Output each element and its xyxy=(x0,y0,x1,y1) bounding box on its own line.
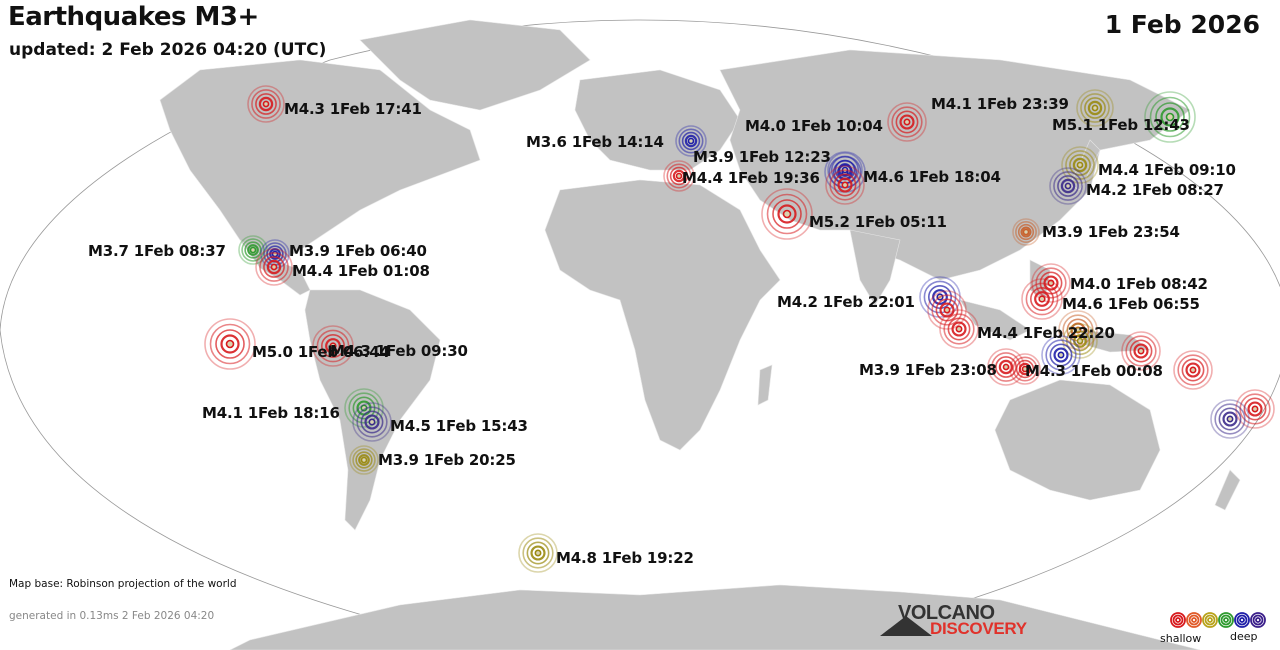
depth-legend-rings xyxy=(1170,612,1266,628)
earthquake-label[interactable]: M4.4 1Feb 19:36 xyxy=(682,169,820,187)
earthquake-label[interactable]: M4.3 1Feb 17:41 xyxy=(284,100,422,118)
earthquake-label[interactable]: M3.9 1Feb 23:08 xyxy=(859,361,997,379)
earthquake-label[interactable]: M3.9 1Feb 20:25 xyxy=(378,451,516,469)
earthquake-marker-icon[interactable] xyxy=(312,325,354,367)
earthquake-label[interactable]: M4.4 1Feb 22:20 xyxy=(977,324,1115,342)
earthquake-label[interactable]: M4.0 1Feb 10:04 xyxy=(745,117,883,135)
earthquake-marker-icon[interactable] xyxy=(1210,399,1250,439)
earthquake-label[interactable]: M4.3 1Feb 09:30 xyxy=(330,342,468,360)
earthquake-marker-icon[interactable] xyxy=(1041,335,1081,375)
earthquake-label[interactable]: M4.1 1Feb 18:16 xyxy=(202,404,340,422)
earthquake-marker-icon[interactable] xyxy=(675,125,707,157)
earthquake-marker-icon[interactable] xyxy=(255,248,293,286)
earthquake-label[interactable]: M3.7 1Feb 08:37 xyxy=(88,242,226,260)
earthquake-label[interactable]: M5.0 1Feb 06:44 xyxy=(252,343,390,361)
earthquake-marker-icon[interactable] xyxy=(1009,353,1041,385)
earthquake-label[interactable]: M3.6 1Feb 14:14 xyxy=(526,133,664,151)
earthquake-marker-icon[interactable] xyxy=(1144,91,1196,143)
earthquake-label[interactable]: M3.9 1Feb 12:23 xyxy=(693,148,831,166)
volcano-discovery-logo[interactable]: VOLCANO DISCOVERY xyxy=(880,602,1040,642)
earthquake-label[interactable]: M5.1 1Feb 12:43 xyxy=(1052,116,1190,134)
updated-timestamp: updated: 2 Feb 2026 04:20 (UTC) xyxy=(9,40,327,60)
depth-legend: shallow deep xyxy=(1160,610,1270,650)
earthquake-label[interactable]: M4.0 1Feb 08:42 xyxy=(1070,275,1208,293)
earthquake-label[interactable]: M4.4 1Feb 01:08 xyxy=(292,262,430,280)
earthquake-marker-icon[interactable] xyxy=(887,102,927,142)
land-masses xyxy=(159,19,1241,650)
earthquake-marker-icon[interactable] xyxy=(349,445,379,475)
earthquake-marker-icon[interactable] xyxy=(1061,146,1099,184)
map-base-caption: Map base: Robinson projection of the wor… xyxy=(9,578,237,590)
earthquake-label[interactable]: M4.2 1Feb 08:27 xyxy=(1086,181,1224,199)
earthquake-label[interactable]: M4.5 1Feb 15:43 xyxy=(390,417,528,435)
volcano-mountain-icon xyxy=(880,616,932,636)
earthquake-label[interactable]: M4.8 1Feb 19:22 xyxy=(556,549,694,567)
date-title: 1 Feb 2026 xyxy=(1104,10,1260,39)
earthquake-label[interactable]: M4.3 1Feb 00:08 xyxy=(1025,362,1163,380)
earthquake-marker-icon[interactable] xyxy=(352,402,392,442)
earthquake-marker-icon[interactable] xyxy=(1121,331,1161,371)
earthquake-marker-icon[interactable] xyxy=(204,318,256,370)
earthquake-marker-icon[interactable] xyxy=(1173,350,1213,390)
earthquake-marker-icon[interactable] xyxy=(825,165,865,205)
earthquake-marker-icon[interactable] xyxy=(761,188,813,240)
earthquake-label[interactable]: M4.1 1Feb 23:39 xyxy=(931,95,1069,113)
earthquake-label[interactable]: M5.2 1Feb 05:11 xyxy=(809,213,947,231)
earthquake-label[interactable]: M3.9 1Feb 23:54 xyxy=(1042,223,1180,241)
logo-text-volcano: VOLCANO xyxy=(898,602,995,624)
earthquake-marker-icon[interactable] xyxy=(1076,89,1114,127)
earthquake-marker-icon[interactable] xyxy=(1049,167,1087,205)
earthquake-marker-icon[interactable] xyxy=(1021,278,1063,320)
page-title: Earthquakes M3+ xyxy=(8,2,259,32)
earthquake-label[interactable]: M4.6 1Feb 06:55 xyxy=(1062,295,1200,313)
earthquake-marker-icon[interactable] xyxy=(939,309,979,349)
earthquake-label[interactable]: M4.2 1Feb 22:01 xyxy=(777,293,915,311)
generated-caption: generated in 0.13ms 2 Feb 2026 04:20 xyxy=(9,610,215,622)
earthquake-label[interactable]: M3.9 1Feb 06:40 xyxy=(289,242,427,260)
earthquake-marker-icon[interactable] xyxy=(238,235,268,265)
legend-deep-label: deep xyxy=(1230,630,1258,643)
logo-text-discovery: DISCOVERY xyxy=(930,619,1027,638)
legend-shallow-label: shallow xyxy=(1160,632,1202,645)
earthquake-marker-icon[interactable] xyxy=(1012,218,1040,246)
earthquake-marker-icon[interactable] xyxy=(247,85,285,123)
earthquake-label[interactable]: M4.4 1Feb 09:10 xyxy=(1098,161,1236,179)
earthquake-marker-icon[interactable] xyxy=(518,533,558,573)
earthquake-markers xyxy=(204,85,1275,573)
earthquake-marker-icon[interactable] xyxy=(663,160,695,192)
earthquake-label[interactable]: M4.6 1Feb 18:04 xyxy=(863,168,1001,186)
